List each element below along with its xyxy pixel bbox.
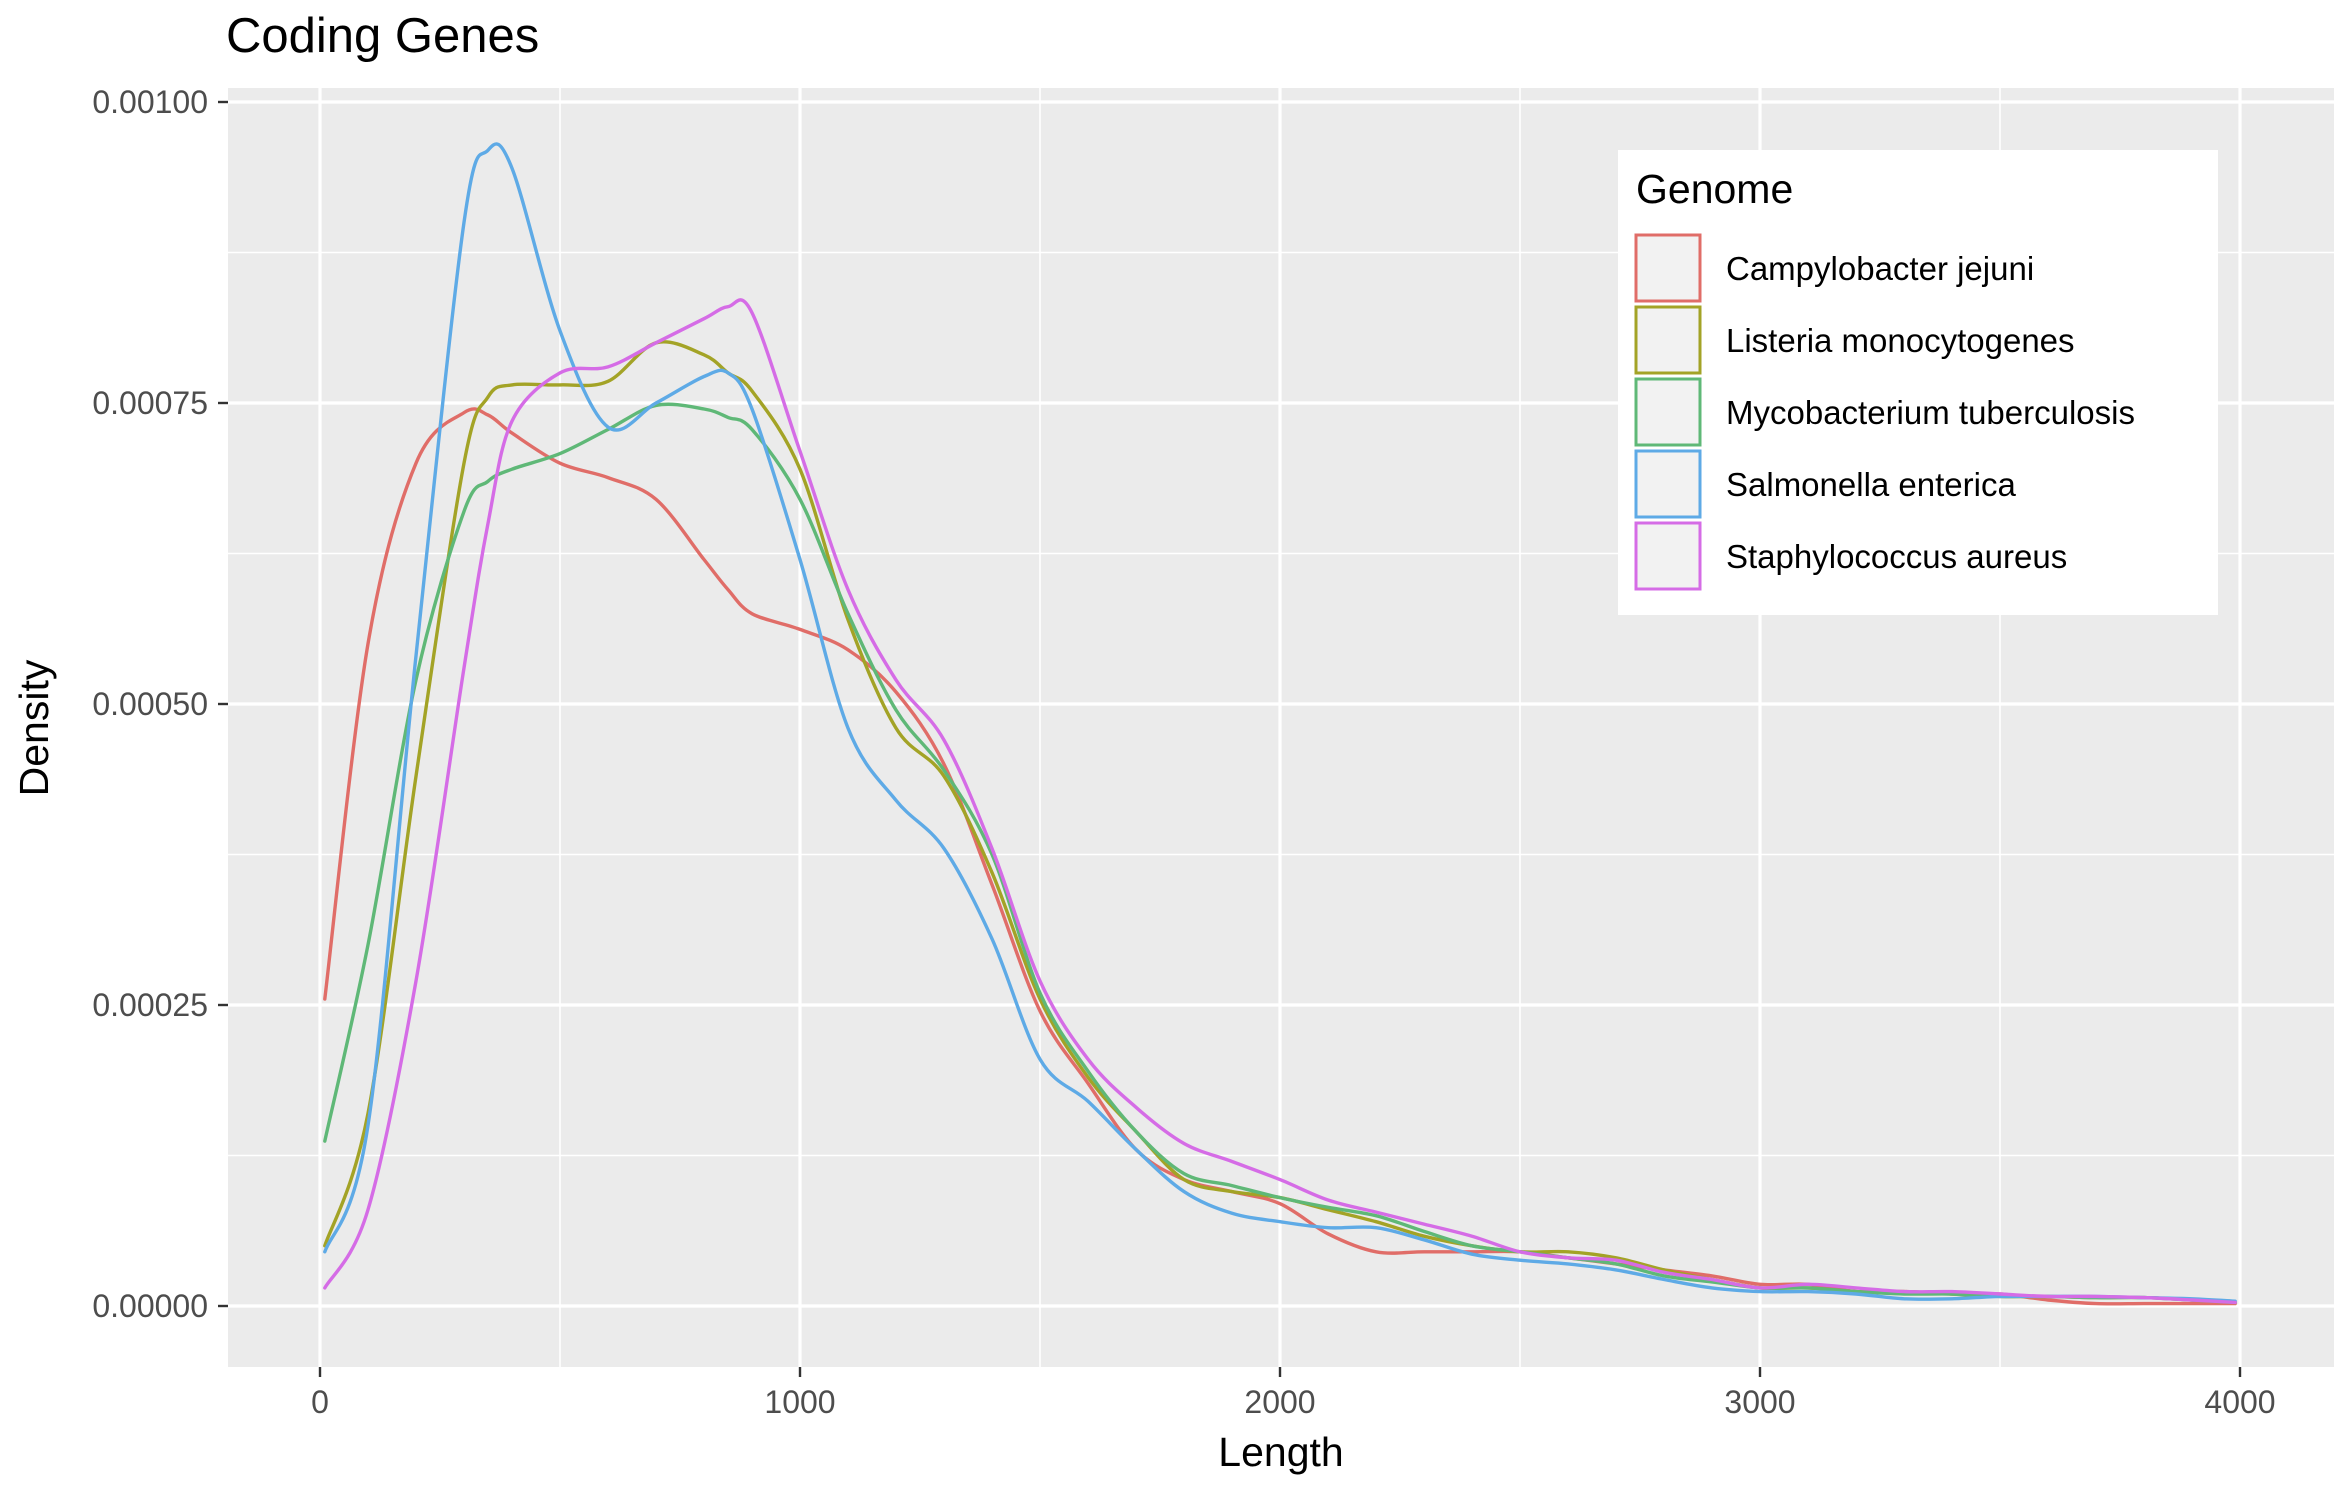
x-tick-label: 1000 [764,1384,835,1420]
y-tick-label: 0.00050 [92,686,208,722]
legend-box [1618,150,2218,615]
legend-label-staphylococcus-aureus: Staphylococcus aureus [1726,538,2067,575]
legend-entries: Campylobacter jejuni Listeria monocytogen… [1634,233,2135,591]
legend-label-listeria-monocytogenes: Listeria monocytogenes [1726,322,2075,359]
y-axis-title: Density [11,659,57,796]
legend-key-staphylococcus-aureus [1634,521,1702,591]
legend-label-campylobacter-jejuni: Campylobacter jejuni [1726,250,2034,287]
legend-key-campylobacter-jejuni [1634,233,1702,303]
legend-label-mycobacterium-tuberculosis: Mycobacterium tuberculosis [1726,394,2135,431]
legend-label-salmonella-enterica: Salmonella enterica [1726,466,2016,503]
legend-key-salmonella-enterica [1634,449,1702,519]
x-tick-label: 4000 [2204,1384,2275,1420]
x-tick-label: 0 [311,1384,329,1420]
x-tick-label: 2000 [1244,1384,1315,1420]
series-line-salmonella-enterica [323,142,2237,1303]
x-axis: 0 1000 2000 3000 4000 [311,1367,2276,1420]
y-tick-label: 0.00000 [92,1288,208,1324]
series-line-mycobacterium-tuberculosis [323,402,2237,1305]
legend-title: Genome [1636,166,1793,212]
y-tick-label: 0.00100 [92,84,208,120]
x-tick-label: 3000 [1724,1384,1795,1420]
grid-major [228,88,2334,1367]
series-lines [323,142,2237,1306]
y-tick-label: 0.00025 [92,987,208,1023]
legend-key-listeria-monocytogenes [1634,305,1702,375]
legend: Genome Campylobacter jejuni Listeria mono… [1618,150,2218,615]
x-axis-title: Length [1218,1429,1343,1475]
y-axis: 0.00000 0.00025 0.00050 0.00075 0.00100 [92,84,228,1324]
y-tick-label: 0.00075 [92,385,208,421]
legend-key-mycobacterium-tuberculosis [1634,377,1702,447]
series-line-staphylococcus-aureus [323,298,2237,1305]
chart-title: Coding Genes [226,9,539,63]
